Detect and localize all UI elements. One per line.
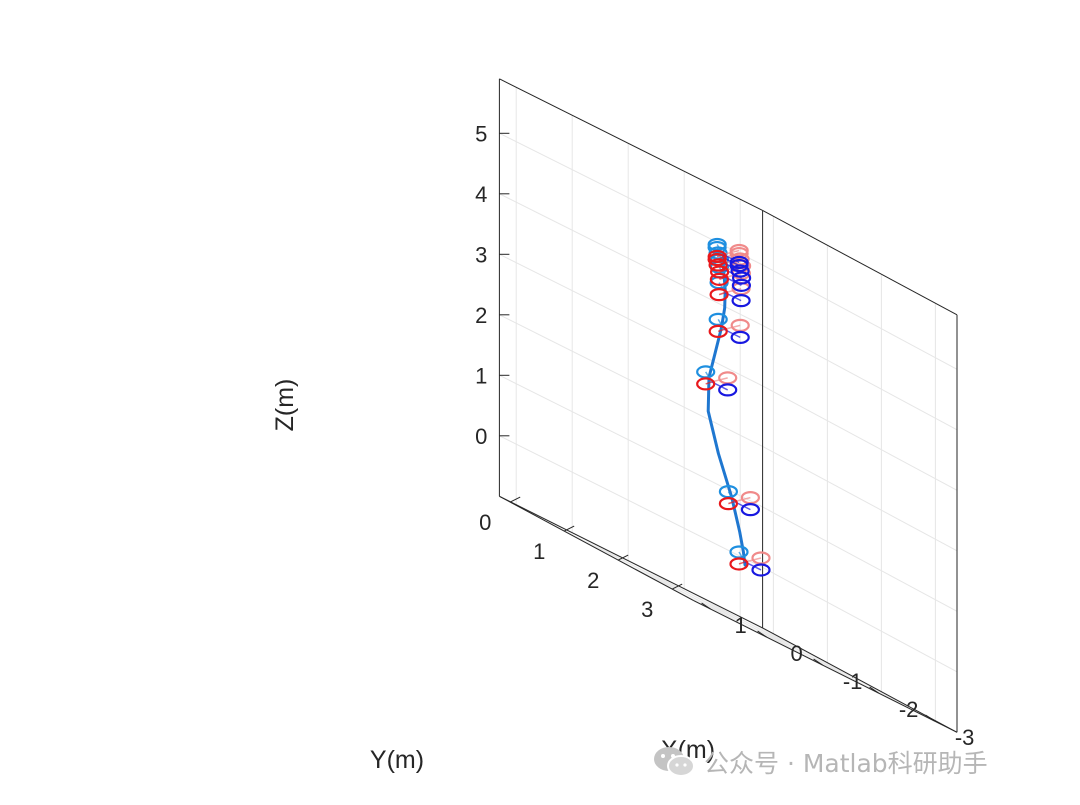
x-tick-mark [701, 602, 711, 610]
rotor-rear-right [731, 278, 752, 292]
z-tick-label: 3 [475, 242, 487, 267]
z-tick-label: 4 [475, 182, 487, 207]
x-tick-mark [757, 630, 767, 638]
watermark-text: 公众号 · Matlab科研助手 [704, 749, 988, 778]
rotor-arm [719, 269, 726, 273]
grid-line-z-wall-right [762, 324, 958, 431]
y-tick-label: 2 [587, 568, 599, 593]
z-tick-label: 1 [475, 363, 487, 388]
x-tick-label: -3 [955, 725, 975, 750]
drone-pose [729, 545, 771, 577]
y-tick-label: 3 [641, 597, 653, 622]
rotor-rear-left [709, 265, 730, 279]
drone-pose [708, 312, 750, 344]
rotor-rear-left [709, 288, 729, 302]
rotor-rear-left [729, 557, 749, 571]
rotor-arm [716, 253, 724, 258]
rotor-rear-left [707, 249, 727, 264]
y-tick-mark [617, 554, 629, 561]
grid-line-y-floor [617, 559, 882, 693]
rotor-arm [718, 291, 726, 296]
x-tick-label: -1 [843, 669, 863, 694]
x-tick-mark [925, 714, 935, 722]
z-tick-label: 2 [475, 303, 487, 328]
rotor-rear-right [740, 503, 761, 517]
grid-line-z-wall-right [762, 385, 958, 491]
x-tick-mark [869, 686, 879, 694]
rotor-rear-left [718, 497, 739, 511]
rotor-rear-right [729, 255, 749, 270]
y-tick-mark [671, 583, 683, 590]
rotor-rear-right [730, 264, 750, 278]
rotor-rear-left [709, 272, 730, 286]
rotor-arm [705, 381, 712, 385]
grid-line-z-wall-left [499, 314, 763, 447]
rotor-rear-right [751, 563, 771, 577]
rotor-arm [728, 500, 735, 505]
wechat-icon [654, 747, 695, 777]
grid-line-z-wall-left [499, 435, 763, 568]
rotor-arm [716, 256, 724, 261]
x-tick-label: 1 [734, 613, 746, 638]
z-tick-label: 5 [475, 121, 487, 146]
grid-line-z-wall-right [762, 264, 958, 370]
box-edge [762, 627, 958, 733]
grid-line-z-wall-right [762, 506, 958, 612]
watermark: 公众号 · Matlab科研助手 [652, 740, 988, 784]
y-tick-mark [509, 496, 521, 503]
axis-ticks: -3 -2 -1 0 1 0 1 2 3 0 1 2 3 4 5 [475, 121, 974, 750]
x-tick-mark [813, 658, 823, 666]
rotor-rear-left [708, 324, 728, 338]
x-tick-label: 0 [790, 641, 802, 666]
z-axis-label: Z(m) [271, 379, 299, 432]
rotor-rear-right [718, 383, 738, 397]
grid-line-z-wall-left [499, 253, 763, 387]
x-tick-label: -2 [899, 697, 919, 722]
y-tick-mark [563, 525, 575, 532]
grid-lines [499, 87, 958, 722]
box-edge [499, 78, 763, 211]
rotor-arm [738, 561, 746, 565]
box-edge [499, 495, 695, 602]
drone-pose [718, 485, 761, 517]
rotor-rear-right [731, 271, 752, 285]
drone-pose [696, 365, 738, 397]
grid-line-y-floor [563, 530, 828, 664]
rotor-rear-left [696, 377, 716, 391]
grid-line-y-floor [671, 588, 936, 722]
grid-line-z-wall-right [762, 445, 958, 552]
plot-data [696, 237, 771, 577]
grid-line-z-wall-right [762, 566, 958, 673]
drone-pose [707, 237, 749, 270]
y-tick-label: 0 [479, 510, 491, 535]
z-tick-label: 0 [475, 424, 487, 449]
box-edge [762, 210, 958, 316]
box-edge [693, 600, 958, 733]
grid-line-z-wall-left [499, 132, 763, 266]
axes-box [498, 78, 958, 733]
box-edge [499, 495, 763, 629]
grid-line-z-wall-left [499, 193, 763, 326]
y-axis-label: Y(m) [370, 746, 424, 774]
rotor-rear-right [731, 294, 751, 308]
y-tick-label: 1 [533, 539, 545, 564]
rotor-rear-right [730, 330, 750, 344]
rotor-arm [717, 328, 725, 333]
grid-line-z-wall-left [499, 374, 763, 508]
